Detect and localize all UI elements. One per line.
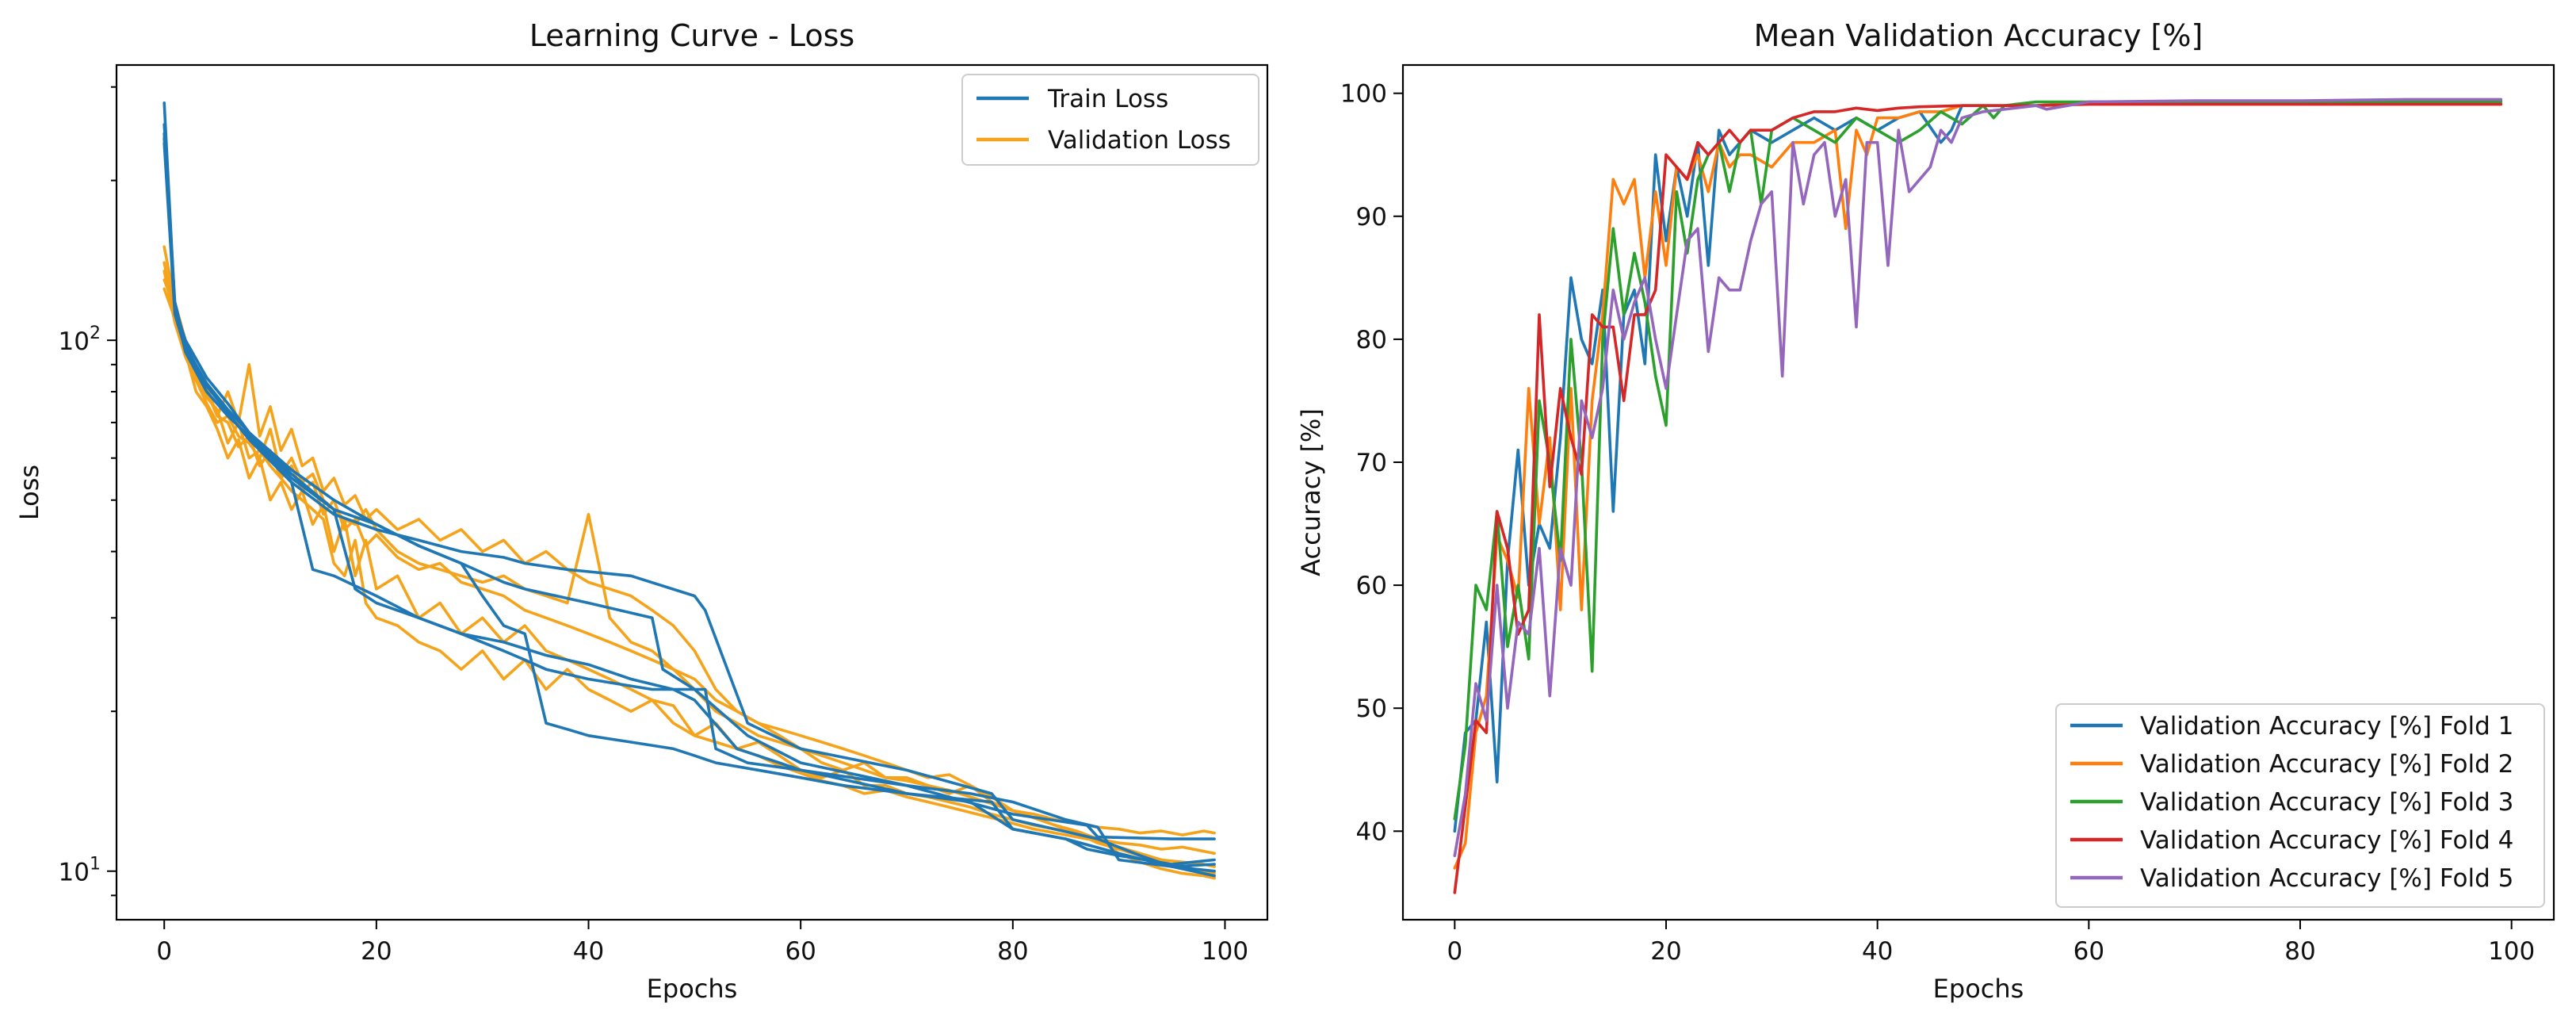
- loss-chart-title: Learning Curve - Loss: [529, 18, 854, 53]
- accuracy-x-tick-label: 20: [1650, 937, 1681, 966]
- loss-y-axis-label: Loss: [14, 465, 44, 520]
- accuracy-tick-marks: [1393, 92, 2513, 929]
- accuracy-y-tick-label: 80: [1356, 326, 1387, 354]
- accuracy-x-tick-label: 100: [2488, 937, 2535, 966]
- accuracy-x-tick-label: 80: [2284, 937, 2315, 966]
- loss-tick-marks: [107, 86, 1226, 929]
- accuracy-x-tick-label: 40: [1862, 937, 1893, 966]
- loss-legend: Train Loss Validation Loss: [961, 74, 1259, 166]
- accuracy-x-tick-label: 60: [2073, 937, 2104, 966]
- loss-x-tick-label: 100: [1202, 937, 1248, 966]
- loss-line-train-loss-fold-3: [162, 123, 1216, 873]
- accuracy-y-tick-label: 50: [1356, 695, 1387, 723]
- accuracy-y-tick-label: 40: [1356, 817, 1387, 846]
- accuracy-tick-labels: 0 20 40 60 80 100 40 50 60 70 80 90 100: [1340, 80, 2535, 966]
- accuracy-legend-frame: [2055, 703, 2545, 908]
- accuracy-line-validation-accuracy-fold-4: [1453, 102, 2503, 894]
- loss-plot-frame: [115, 63, 1269, 921]
- accuracy-y-tick-label: 70: [1356, 449, 1387, 477]
- accuracy-y-tick-label: 90: [1356, 203, 1387, 232]
- accuracy-legend-label: Validation Accuracy [%] Fold 2: [2140, 750, 2513, 779]
- loss-x-axis-label: Epochs: [647, 974, 738, 1004]
- loss-legend-train-label: Train Loss: [1047, 85, 1168, 113]
- accuracy-series-group: [1453, 98, 2503, 894]
- accuracy-plot-frame: [1401, 63, 2555, 921]
- loss-tick-labels: 0 20 40 60 80 100 101 102: [59, 323, 1249, 966]
- accuracy-legend-label: Validation Accuracy [%] Fold 5: [2140, 864, 2513, 893]
- loss-chart: Learning Curve - Loss 0 20 40 60 80 100 101 102…: [14, 18, 1269, 1004]
- loss-line-validation-loss-fold-3: [162, 287, 1216, 868]
- accuracy-chart-title: Mean Validation Accuracy [%]: [1754, 18, 2203, 53]
- accuracy-line-validation-accuracy-fold-2: [1453, 101, 2503, 870]
- loss-y-tick-label: 101: [59, 855, 101, 887]
- loss-x-tick-label: 0: [156, 937, 172, 966]
- accuracy-line-validation-accuracy-fold-5: [1453, 98, 2503, 858]
- loss-x-tick-label: 40: [573, 937, 604, 966]
- accuracy-legend-items: Validation Accuracy [%] Fold 1 Validation…: [2070, 712, 2513, 893]
- accuracy-legend-label: Validation Accuracy [%] Fold 3: [2140, 788, 2513, 817]
- accuracy-y-tick-label: 100: [1340, 80, 1387, 109]
- loss-x-tick-label: 80: [997, 937, 1028, 966]
- loss-line-train-loss-fold-5: [162, 132, 1216, 878]
- accuracy-y-axis-label: Accuracy [%]: [1296, 408, 1326, 576]
- loss-legend-val-label: Validation Loss: [1048, 126, 1231, 155]
- loss-x-tick-label: 60: [785, 937, 816, 966]
- loss-y-tick-label: 102: [59, 323, 101, 356]
- loss-x-tick-label: 20: [361, 937, 392, 966]
- accuracy-legend-label: Validation Accuracy [%] Fold 1: [2140, 712, 2513, 741]
- accuracy-legend-label: Validation Accuracy [%] Fold 4: [2140, 826, 2513, 855]
- loss-legend-frame: [961, 74, 1259, 166]
- loss-series-group: [162, 101, 1216, 880]
- loss-line-train-loss-fold-1: [162, 136, 1216, 840]
- accuracy-y-tick-label: 60: [1356, 572, 1387, 600]
- accuracy-x-axis-label: Epochs: [1933, 974, 2024, 1004]
- accuracy-chart: Mean Validation Accuracy [%] 0 20 40 60 80 10…: [1296, 18, 2555, 1004]
- accuracy-legend: Validation Accuracy [%] Fold 1 Validation…: [2055, 703, 2545, 908]
- accuracy-x-tick-label: 0: [1447, 937, 1462, 966]
